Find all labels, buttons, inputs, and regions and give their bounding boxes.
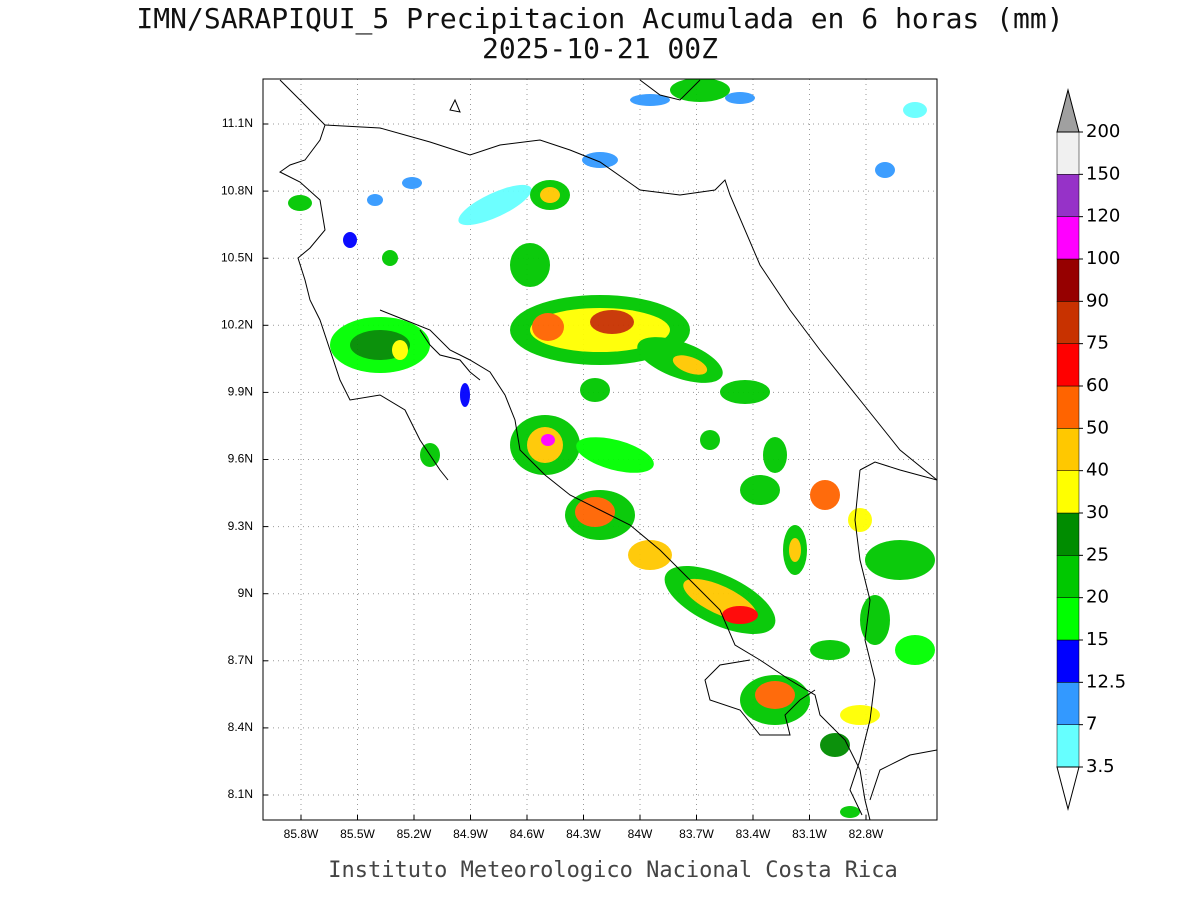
lat-tick-label: 9.9N [228,385,253,399]
colorbar-bin [1056,258,1080,302]
lon-tick-label: 84W [628,827,653,841]
colorbar-bin [1056,174,1080,217]
colorbar-label: 12.5 [1086,671,1126,692]
lon-tick-label: 85.5W [340,827,375,841]
lon-tick-label: 85.2W [397,827,432,841]
colorbar-bin [1056,428,1080,471]
axis-ticks: 11.1N 10.8N 10.5N 10.2N 9.9N 9.6N 9.3N 9N 8.7N 8.… [221,116,884,841]
colorbar-label: 20 [1086,587,1109,608]
lon-tick-label: 83.1W [792,827,827,841]
colorbar-bin [1056,301,1080,344]
colorbar-bin [1056,512,1080,556]
title: IMN/SARAPIQUI_5 Precipitacion Acumulada … [136,2,1063,36]
colorbar-bin [1056,131,1080,175]
lat-tick-label: 11.1N [222,116,253,130]
colorbar: 3.5 7 12.5 15 20 25 30 40 50 60 75 90 100 120 150 200 [1056,88,1126,811]
colorbar-bin [1056,555,1080,598]
lon-tick-label: 85.8W [284,827,319,841]
lat-tick-label: 9.3N [228,519,253,533]
lat-tick-label: 8.1N [228,787,253,801]
colorbar-over [1056,88,1080,133]
colorbar-label: 25 [1086,544,1109,565]
lat-tick-label: 10.2N [221,317,253,331]
colorbar-bin [1056,385,1080,429]
colorbar-label: 90 [1086,290,1109,311]
colorbar-label: 60 [1086,375,1109,396]
subtitle: 2025-10-21 00Z [482,32,718,65]
lat-tick-label: 8.4N [228,720,253,734]
lat-tick-label: 10.5N [221,250,253,264]
lon-tick-label: 83.4W [736,827,771,841]
colorbar-label: 30 [1086,502,1109,523]
precipitation-field [288,79,935,818]
colorbar-label: 15 [1086,629,1109,650]
colorbar-label: 7 [1086,714,1097,735]
colorbar-bin [1056,724,1080,768]
colorbar-under [1056,766,1080,811]
map-frame [262,78,938,821]
lon-tick-label: 82.8W [849,827,884,841]
colorbar-label: 75 [1086,333,1109,354]
colorbar-label: 200 [1086,121,1120,142]
colorbar-label: 100 [1086,248,1120,269]
colorbar-bin [1056,343,1080,387]
coastlines [279,79,937,820]
lon-tick-label: 83.7W [679,827,714,841]
lat-tick-label: 9N [238,586,253,600]
colorbar-label: 40 [1086,460,1109,481]
colorbar-bin [1056,597,1080,641]
lon-tick-label: 84.9W [453,827,488,841]
colorbar-bin [1056,470,1080,514]
colorbar-bin [1056,682,1080,725]
map-area [263,79,937,820]
lon-tick-label: 84.3W [566,827,601,841]
footer: Instituto Meteorologico Nacional Costa R… [328,858,898,883]
colorbar-bin [1056,216,1080,260]
lat-tick-label: 8.7N [228,653,253,667]
colorbar-label: 3.5 [1086,756,1115,777]
lat-tick-label: 10.8N [221,183,253,197]
colorbar-label: 50 [1086,417,1109,438]
lon-tick-label: 84.6W [510,827,545,841]
colorbar-bin [1056,639,1080,683]
colorbar-label: 150 [1086,163,1120,184]
lat-tick-label: 9.6N [228,452,253,466]
colorbar-label: 120 [1086,206,1120,227]
